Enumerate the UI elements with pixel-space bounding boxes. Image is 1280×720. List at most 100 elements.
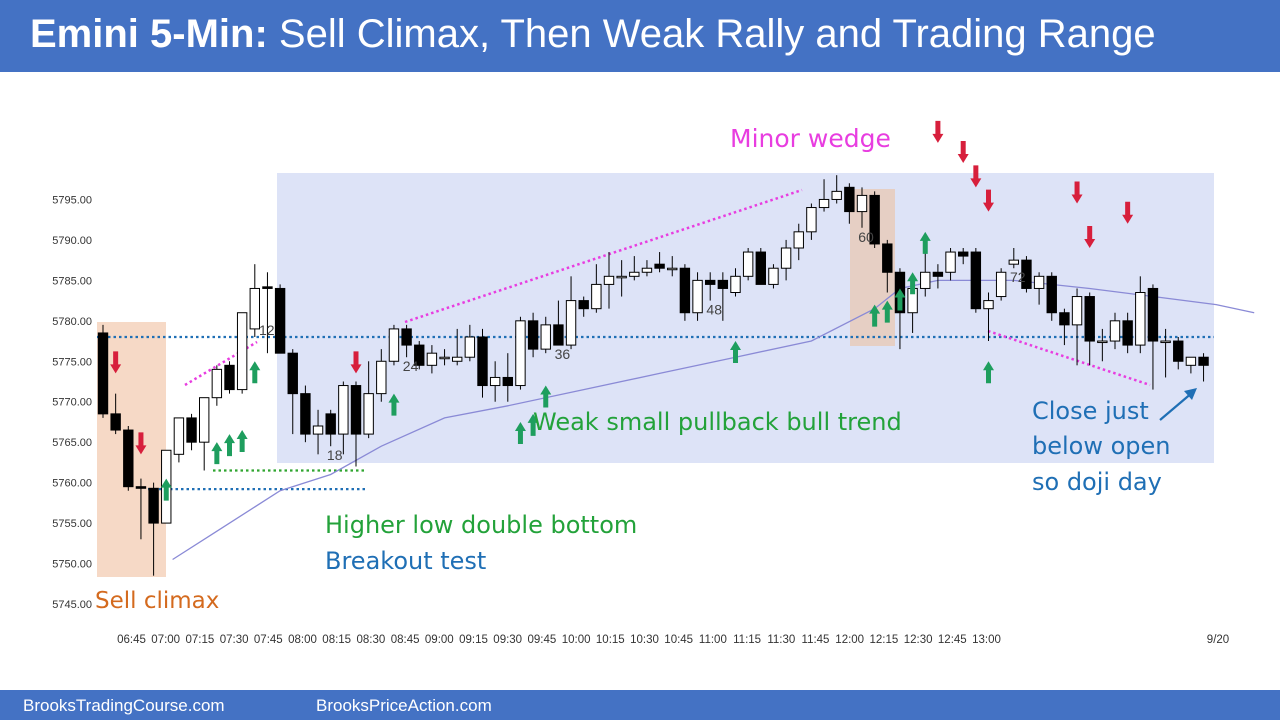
- candle-body: [274, 287, 286, 354]
- y-tick-label: 5795.00: [52, 194, 92, 206]
- candle: [1046, 272, 1057, 321]
- candle: [477, 328, 488, 398]
- bar-count-label: 72: [1010, 269, 1026, 285]
- higher-low-label: Higher low double bottom: [325, 511, 638, 539]
- candle: [844, 183, 855, 224]
- candle: [692, 272, 703, 321]
- bar-count-label: 18: [327, 447, 343, 463]
- candle-body: [97, 332, 109, 415]
- candle-body: [1059, 312, 1070, 326]
- x-tick-label: 07:30: [220, 634, 249, 646]
- candle: [414, 341, 425, 370]
- candle: [730, 268, 741, 297]
- candle-body: [932, 271, 944, 277]
- breakout-test-label: Breakout test: [325, 547, 487, 575]
- candle: [995, 268, 1007, 301]
- candle: [1059, 308, 1070, 346]
- candlestick-chart: 5745.00 5750.00 5755.00 5760.00 5765.00 5770.…: [52, 120, 1255, 646]
- candle-body: [844, 186, 855, 213]
- candle-body: [730, 275, 741, 293]
- candle-body: [958, 251, 969, 257]
- close-pointer-arrow: [1159, 391, 1194, 421]
- candle: [654, 252, 665, 273]
- close-pointer-arrowhead: [1184, 388, 1197, 400]
- candle-body: [414, 344, 425, 366]
- candle: [768, 264, 779, 289]
- candle-body: [603, 275, 615, 285]
- candle-body: [793, 231, 804, 249]
- candle-body: [173, 417, 185, 455]
- candle-body: [287, 352, 298, 395]
- bar-count-label: 48: [706, 302, 722, 318]
- candle: [1122, 312, 1133, 354]
- candle: [274, 284, 286, 354]
- candle-body: [186, 417, 197, 443]
- sell-arrow: [957, 141, 969, 164]
- x-tick-label: 10:15: [596, 634, 625, 646]
- footer-right-link[interactable]: BrooksPriceAction.com: [316, 696, 492, 715]
- minor-wedge-label: Minor wedge: [730, 124, 891, 153]
- candle-body: [1046, 275, 1057, 314]
- candle-body: [312, 425, 324, 435]
- candle-body: [654, 263, 665, 269]
- candle: [945, 248, 956, 281]
- y-tick-label: 5770.00: [52, 397, 92, 409]
- candle-body: [768, 267, 779, 285]
- y-tick-label: 5760.00: [52, 478, 92, 490]
- buy-arrow: [730, 341, 741, 364]
- candle: [350, 381, 362, 467]
- candle: [742, 248, 754, 281]
- candle-body: [199, 397, 210, 443]
- candle: [806, 203, 817, 240]
- candle-body: [869, 194, 880, 245]
- sell-arrow: [350, 351, 362, 374]
- candle-body: [350, 385, 362, 435]
- candle-body: [388, 328, 400, 362]
- candle: [236, 312, 248, 394]
- x-tick-label: 07:15: [186, 634, 215, 646]
- candle-body: [970, 251, 982, 310]
- candle: [1021, 256, 1032, 293]
- candle-body: [452, 356, 463, 362]
- x-tick-label: 08:30: [357, 634, 386, 646]
- x-tick-label: 07:45: [254, 634, 283, 646]
- title-bold: Emini 5-Min:: [30, 12, 268, 56]
- candle: [452, 328, 463, 366]
- close-note-line3: so doji day: [1032, 468, 1162, 496]
- x-tick-label: 11:15: [733, 634, 761, 646]
- candle-body: [1109, 320, 1121, 342]
- weak-trend-label: Weak small pullback bull trend: [533, 408, 902, 436]
- candle-body: [211, 368, 223, 399]
- x-tick-label: 08:15: [322, 634, 351, 646]
- candle: [1109, 312, 1121, 350]
- candle: [148, 482, 159, 576]
- footer-left-link[interactable]: BrooksTradingCourse.com: [23, 696, 225, 715]
- close-note-line2: below open: [1032, 432, 1171, 460]
- candle: [793, 223, 804, 261]
- candle: [755, 248, 766, 285]
- candle-body: [1198, 356, 1209, 366]
- candle-body: [477, 336, 488, 387]
- buy-arrow: [983, 361, 994, 384]
- candle: [717, 272, 729, 321]
- candle: [869, 191, 880, 248]
- candle-body: [679, 267, 691, 314]
- candle: [856, 187, 868, 228]
- candle-body: [540, 324, 551, 350]
- candle: [401, 324, 412, 358]
- candle-body: [1021, 259, 1032, 289]
- x-tick-label: 13:00: [972, 634, 1001, 646]
- sell-arrow: [983, 189, 994, 212]
- title-bar: Emini 5-Min: Sell Climax, Then Weak Rall…: [0, 0, 1280, 72]
- candle-body: [945, 251, 956, 273]
- candle: [515, 316, 526, 390]
- candle-body: [565, 300, 577, 346]
- candle-body: [780, 247, 792, 269]
- candle-body: [110, 413, 121, 431]
- candle-body: [831, 190, 842, 200]
- candle: [553, 300, 564, 346]
- x-tick-label: 9/20: [1207, 634, 1229, 646]
- candle: [426, 345, 438, 374]
- candle-body: [641, 267, 653, 273]
- candle-body: [920, 271, 931, 289]
